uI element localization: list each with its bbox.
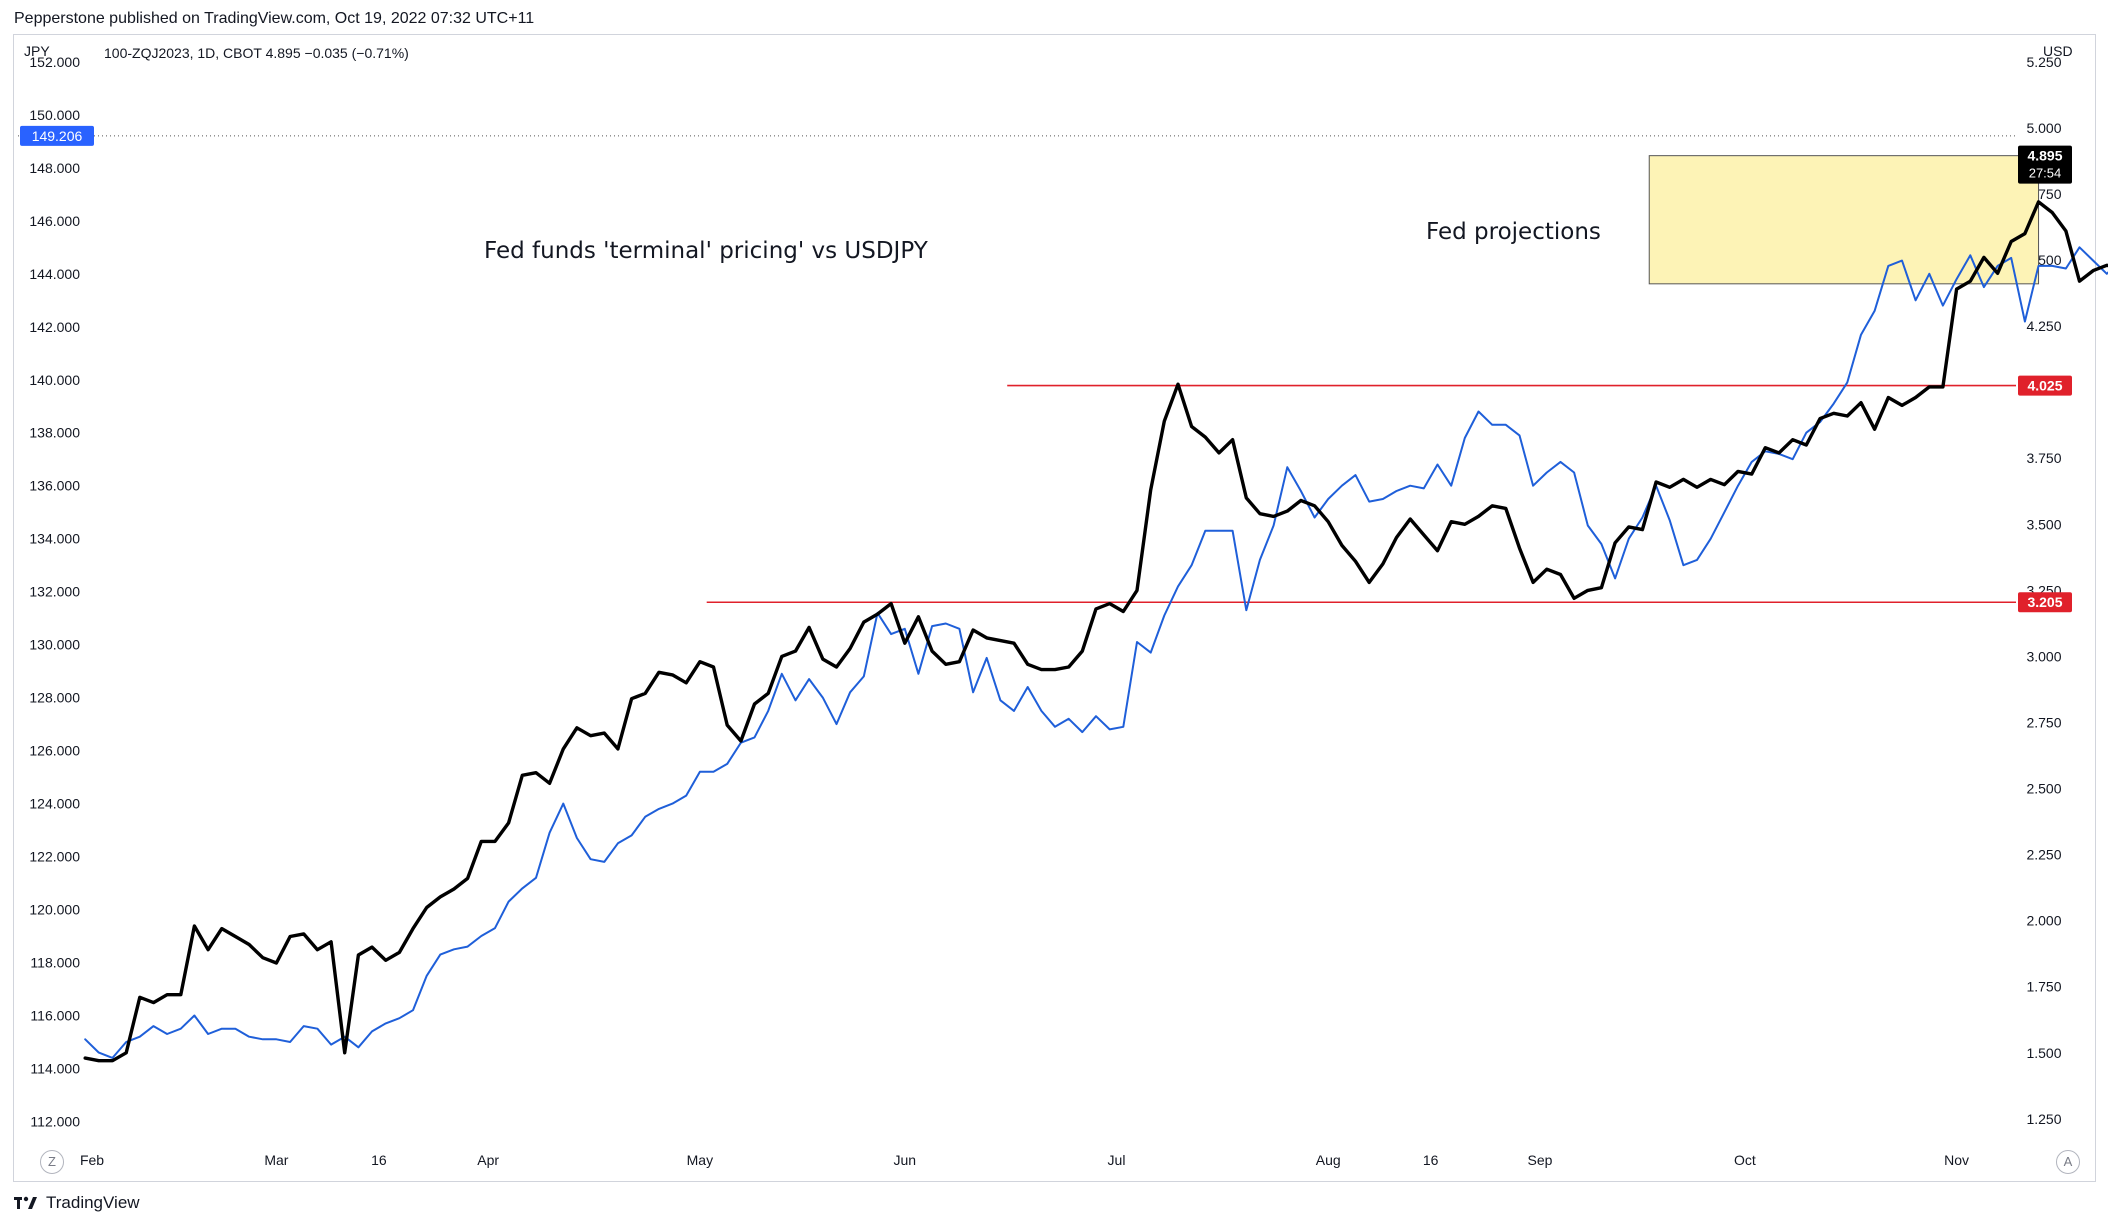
x-axis-tick-label: Nov <box>1944 1152 1969 1168</box>
right-level-badge <box>2018 375 2072 396</box>
right-axis-tick-label: 1.250 <box>2026 1111 2061 1127</box>
right-level-label: 3.205 <box>2027 594 2062 610</box>
published-by: Pepperstone published on TradingView.com… <box>14 10 535 27</box>
left-axis-tick-label: 114.000 <box>30 1060 80 1076</box>
x-axis-tick-label: Apr <box>477 1152 499 1168</box>
left-axis-tick-label: 132.000 <box>29 584 80 600</box>
x-axis-tick-label: Oct <box>1734 1152 1756 1168</box>
tradingview-label: TradingView <box>46 1193 140 1212</box>
right-level-badge <box>2018 592 2072 613</box>
left-axis-tick-label: 152.000 <box>29 54 80 70</box>
left-axis-tick-label: 126.000 <box>29 743 80 759</box>
x-axis-tick-label: Feb <box>80 1152 104 1168</box>
right-level-label: 4.025 <box>2027 378 2062 394</box>
left-axis-tick-label: 136.000 <box>29 478 80 494</box>
x-axis-tick-label: Jun <box>893 1152 916 1168</box>
symbol-legend[interactable]: 100-ZQJ2023, 1D, CBOT 4.895 −0.035 (−0.7… <box>104 45 409 61</box>
left-axis-tick-label: 150.000 <box>29 107 80 123</box>
right-axis-tick-label: 3.000 <box>2026 648 2061 664</box>
right-axis-tick-label: 4.250 <box>2026 318 2061 334</box>
right-axis-tick-label: 5.250 <box>2026 54 2061 70</box>
left-axis-tick-label: 148.000 <box>29 160 80 176</box>
x-axis-tick-label: 16 <box>1423 1152 1439 1168</box>
x-axis-tick-label: Aug <box>1316 1152 1341 1168</box>
left-axis-tick-label: 140.000 <box>29 372 80 388</box>
right-axis-tick-label: 3.500 <box>2026 516 2061 532</box>
right-axis-tick-label: 3.750 <box>2026 450 2061 466</box>
left-axis-tick-label: 134.000 <box>29 531 80 547</box>
right-axis-tick-label: 2.750 <box>2026 714 2061 730</box>
right-current-value-badge <box>2018 145 2072 184</box>
left-axis-tick-label: 124.000 <box>29 796 80 812</box>
right-axis-tick-label: 2.500 <box>2026 781 2061 797</box>
right-axis-tick-label: 2.000 <box>2026 913 2061 929</box>
left-axis-tick-label: 128.000 <box>29 690 80 706</box>
right-axis-tick-label: 5.000 <box>2026 120 2061 136</box>
right-current-value-label: 4.895 <box>2027 148 2062 164</box>
right-axis-tick-label: 1.750 <box>2026 979 2061 995</box>
usdjpy-series-line[interactable] <box>84 136 2108 1059</box>
chart-title-annotation: Fed funds 'terminal' pricing' vs USDJPY <box>484 238 929 264</box>
auto-scale-button[interactable]: A <box>2056 1150 2080 1174</box>
x-axis-tick-label: Sep <box>1527 1152 1552 1168</box>
right-axis-tick-label: 2.250 <box>2026 847 2061 863</box>
x-axis-tick-label: May <box>687 1152 713 1168</box>
fed-funds-series-line[interactable] <box>83 146 2108 1063</box>
right-axis-tick-label: 1.500 <box>2026 1045 2061 1061</box>
chart-frame <box>13 34 2096 1182</box>
left-axis-tick-label: 138.000 <box>29 425 80 441</box>
tradingview-brand[interactable]: TradingView <box>14 1193 140 1213</box>
left-axis-tick-label: 144.000 <box>29 266 80 282</box>
fed-projections-label: Fed projections <box>1426 219 1601 245</box>
left-axis-tick-label: 122.000 <box>29 849 80 865</box>
x-axis-tick-label: Mar <box>264 1152 288 1168</box>
zoom-reset-button[interactable]: Z <box>40 1150 64 1174</box>
left-axis-tick-label: 130.000 <box>29 637 80 653</box>
left-axis-tick-label: 118.000 <box>30 955 80 971</box>
left-axis-currency: JPY <box>24 43 50 59</box>
left-last-value-label: 149.206 <box>32 128 83 144</box>
right-countdown-label: 27:54 <box>2029 166 2062 181</box>
left-axis-tick-label: 112.000 <box>30 1113 80 1129</box>
x-axis-tick-label: 16 <box>371 1152 387 1168</box>
left-axis-tick-label: 146.000 <box>29 213 80 229</box>
tradingview-logo-icon <box>14 1196 37 1209</box>
right-axis-currency: USD <box>2043 43 2073 59</box>
x-axis-tick-label: Jul <box>1108 1152 1126 1168</box>
left-last-value-badge <box>20 125 94 146</box>
left-axis-tick-label: 120.000 <box>29 902 80 918</box>
left-axis-tick-label: 142.000 <box>29 319 80 335</box>
left-axis-tick-label: 116.000 <box>30 1008 80 1024</box>
